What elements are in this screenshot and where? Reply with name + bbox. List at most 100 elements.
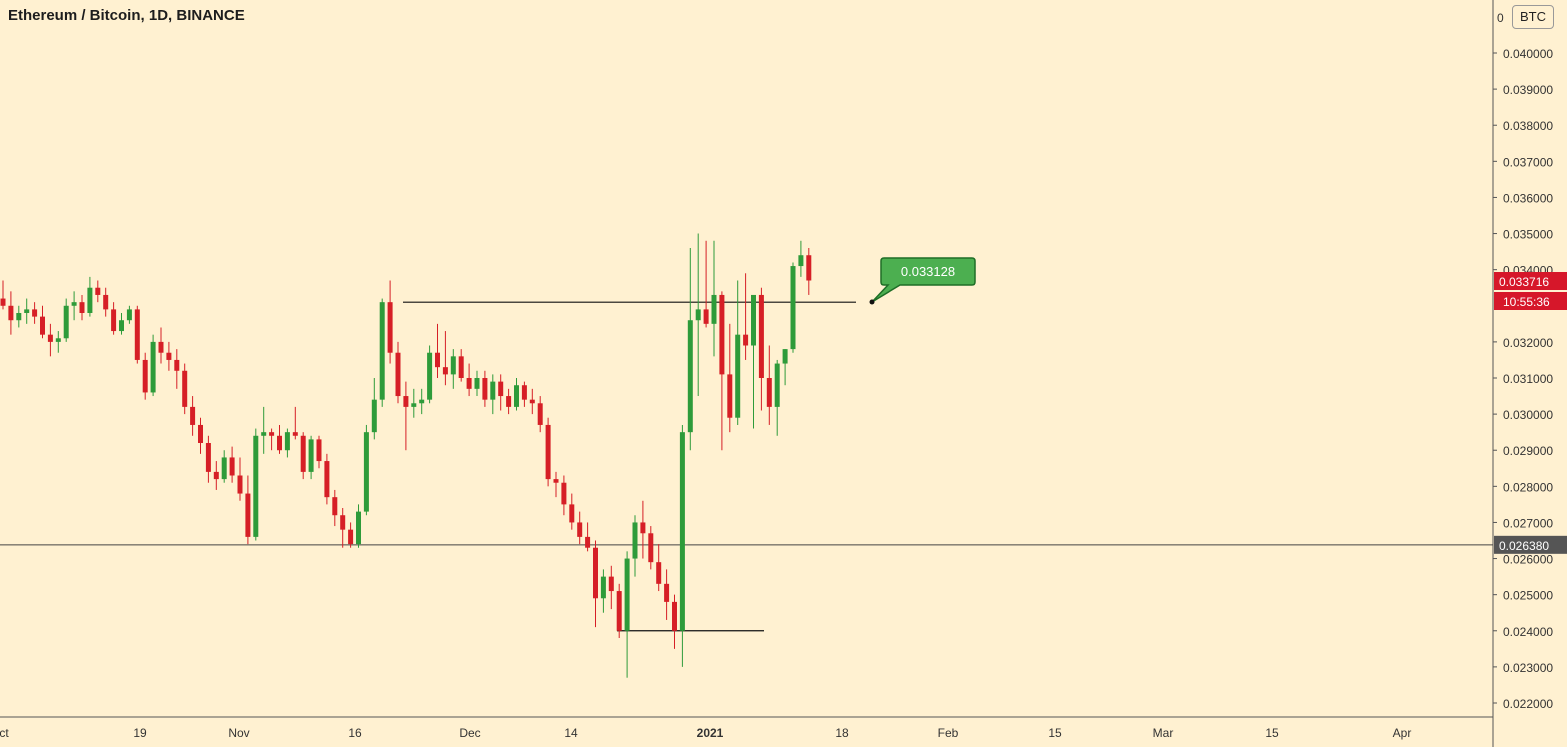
- x-tick-label: Mar: [1153, 726, 1174, 740]
- y-tick-label: 0.026000: [1503, 553, 1553, 567]
- candle-body: [506, 396, 512, 407]
- candle-body: [585, 536, 591, 548]
- candle-body: [87, 287, 93, 313]
- currency-badge[interactable]: BTC: [1512, 5, 1554, 29]
- candle-body: [348, 529, 354, 545]
- candle-body: [182, 370, 188, 407]
- candle-body: [545, 424, 551, 480]
- candle-body: [577, 522, 583, 537]
- candle-body: [63, 305, 69, 339]
- candle-body: [419, 399, 425, 404]
- candle-body: [284, 432, 290, 451]
- y-tick-label-top: 0: [1497, 11, 1504, 25]
- candle-body: [387, 302, 393, 353]
- candle-body: [111, 309, 117, 332]
- x-tick-label: 19: [133, 726, 147, 740]
- y-tick-label: 0.030000: [1503, 408, 1553, 422]
- candle-body: [735, 334, 741, 418]
- candle-body: [743, 334, 749, 346]
- candle-body: [316, 439, 322, 462]
- y-tick-label: 0.023000: [1503, 661, 1553, 675]
- current-price-label: 0.033716: [1499, 275, 1549, 289]
- candle-body: [174, 359, 180, 371]
- candle-body: [0, 298, 6, 306]
- y-tick-label: 0.036000: [1503, 191, 1553, 205]
- countdown-tag: [1494, 292, 1567, 310]
- y-tick-label: 0.022000: [1503, 697, 1553, 711]
- candle-body: [490, 381, 496, 400]
- callout-anchor: [869, 299, 875, 305]
- candle-body: [356, 511, 361, 545]
- x-tick-label: 2021: [697, 726, 724, 740]
- chart-title: Ethereum / Bitcoin, 1D, BINANCE: [8, 7, 245, 24]
- candle-body: [205, 443, 211, 472]
- candle-body: [308, 439, 314, 472]
- candle-body: [32, 309, 38, 317]
- candle-body: [427, 352, 433, 400]
- x-tick-label: Nov: [228, 726, 249, 740]
- candle-body: [782, 349, 788, 364]
- candle-body: [277, 435, 282, 451]
- candle-body: [695, 309, 701, 321]
- candle-body: [158, 341, 164, 353]
- candle-body: [806, 255, 812, 281]
- candle-body: [466, 378, 472, 389]
- candle-body: [103, 294, 109, 310]
- y-tick-label: 0.039000: [1503, 83, 1553, 97]
- candle-body: [253, 435, 259, 537]
- candle-body: [324, 461, 330, 498]
- candle-body: [269, 432, 275, 436]
- x-tick-label: 14: [564, 726, 578, 740]
- y-tick-label: 0.040000: [1503, 47, 1553, 61]
- candle-body: [458, 356, 464, 378]
- candle-body: [703, 309, 709, 324]
- candle-body: [529, 399, 535, 404]
- x-tick-label: ct: [0, 726, 9, 740]
- candle-body: [395, 352, 401, 397]
- candle-body: [411, 403, 417, 407]
- candle-body: [450, 356, 456, 375]
- candle-body: [751, 294, 756, 346]
- y-tick-label: 0.027000: [1503, 516, 1553, 530]
- candle-body: [537, 403, 543, 425]
- candle-body: [435, 352, 440, 368]
- candle-body: [24, 309, 30, 313]
- x-tick-label: 15: [1048, 726, 1062, 740]
- candle-body: [292, 432, 298, 436]
- candle-body: [300, 435, 306, 472]
- candle-body: [561, 482, 567, 505]
- candle-body: [79, 302, 85, 313]
- candle-body: [672, 601, 677, 631]
- candle-body: [593, 547, 598, 599]
- candle-body: [363, 432, 369, 512]
- x-tick-label: Feb: [938, 726, 959, 740]
- candle-body: [521, 385, 527, 400]
- candle-body: [332, 497, 338, 516]
- y-tick-label: 0.038000: [1503, 119, 1553, 133]
- candle-body: [569, 504, 575, 523]
- y-tick-label: 0.037000: [1503, 155, 1553, 169]
- y-tick-label: 0.029000: [1503, 444, 1553, 458]
- countdown-label: 10:55:36: [1503, 295, 1550, 309]
- candle-body: [198, 424, 203, 443]
- candle-body: [656, 562, 662, 584]
- candle-body: [403, 396, 409, 407]
- candle-body: [711, 294, 717, 324]
- candle-body: [727, 374, 733, 418]
- candle-body: [150, 341, 156, 393]
- candle-body: [498, 381, 504, 397]
- candle-body: [640, 522, 646, 534]
- candle-body: [766, 378, 772, 407]
- x-tick-label: 16: [348, 726, 362, 740]
- candle-body: [371, 399, 377, 433]
- candle-body: [600, 576, 606, 599]
- y-tick-label: 0.025000: [1503, 589, 1553, 603]
- candle-body: [648, 533, 654, 563]
- candle-body: [687, 320, 693, 433]
- candle-body: [134, 309, 140, 360]
- x-tick-label: 18: [835, 726, 849, 740]
- candle-body: [8, 305, 14, 321]
- candle-body: [719, 294, 725, 375]
- candle-body: [47, 334, 53, 342]
